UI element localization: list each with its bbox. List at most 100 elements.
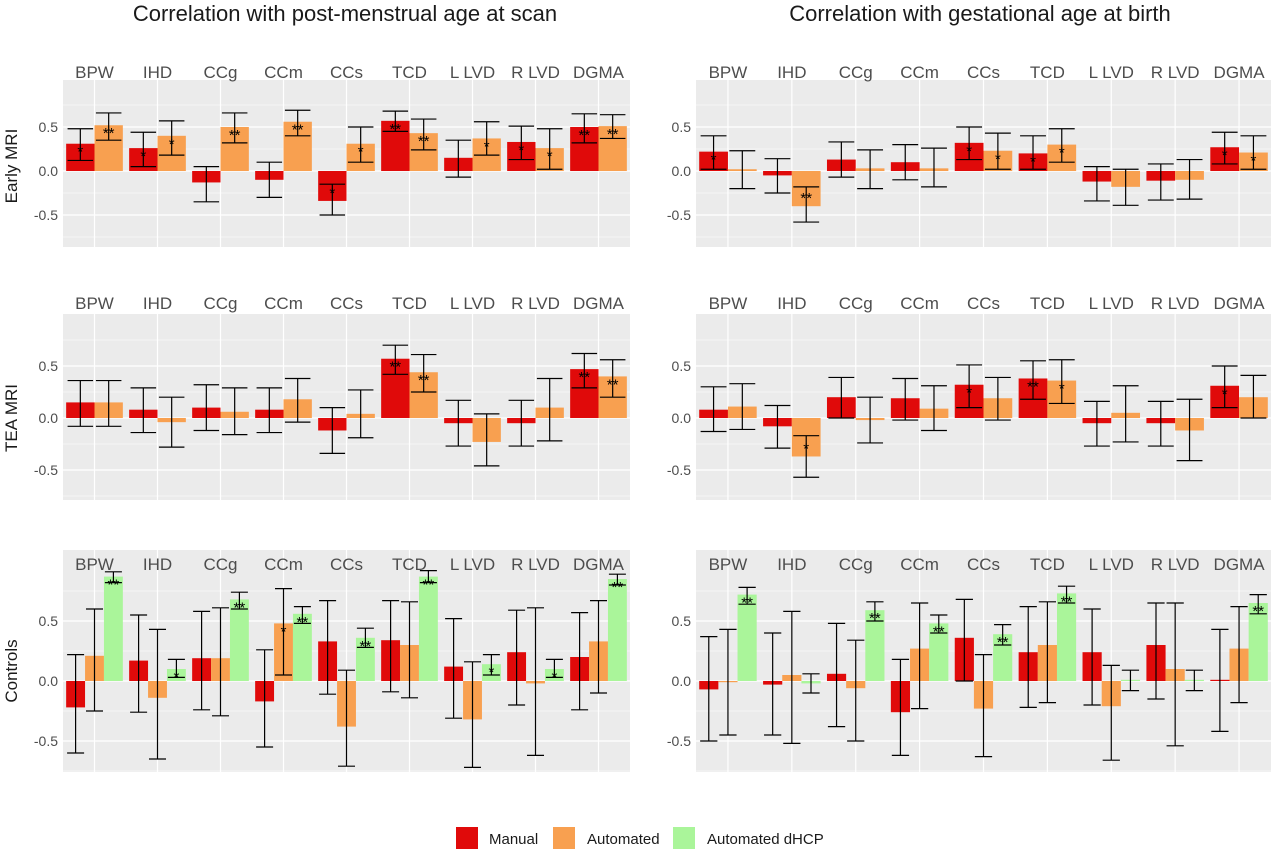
bar-automated-dhcp-bpw [103,576,123,681]
category-label-dgma: DGMA [1214,294,1266,313]
category-label-tcd: TCD [1030,294,1065,313]
row-label-early-mri: Early MRI [2,129,21,204]
significance-label: * [1222,147,1228,164]
category-label-ccm: CCm [900,555,939,574]
bar-automated-dhcp-tcd [1056,593,1077,681]
significance-label: ** [108,577,120,594]
category-label-tcd: TCD [392,63,427,82]
category-label-dgma: DGMA [573,555,625,574]
bar-automated-dhcp-bpw [737,594,757,681]
y-tick-label: -0.5 [667,733,691,749]
significance-label: * [518,142,524,159]
category-label-ccs: CCs [330,63,363,82]
category-label-tcd: TCD [392,294,427,313]
significance-label: * [1222,386,1228,403]
category-label-ccs: CCs [330,555,363,574]
category-label-ccm: CCm [900,294,939,313]
category-label-l-lvd: L LVD [450,555,495,574]
y-tick-label: 0.5 [39,358,59,374]
category-label-r-lvd: R LVD [1151,294,1200,313]
y-tick-label: 0.0 [39,410,59,426]
category-label-ccs: CCs [967,63,1000,82]
category-label-ccs: CCs [967,294,1000,313]
y-tick-label: 0.5 [39,613,59,629]
legend-key-automated [553,827,575,849]
category-label-bpw: BPW [709,63,748,82]
category-label-l-lvd: L LVD [1089,555,1134,574]
significance-label: ** [360,638,372,655]
significance-label: * [140,148,146,165]
category-label-r-lvd: R LVD [1151,63,1200,82]
category-label-ccg: CCg [203,555,237,574]
category-label-dgma: DGMA [1214,555,1266,574]
significance-label: * [547,148,553,165]
panels: -0.50.00.5* ************ ***** ****BPW IHD CC… [34,63,1271,772]
significance-label: * [329,185,335,202]
category-label-l-lvd: L LVD [1089,63,1134,82]
significance-label: ** [389,121,401,138]
significance-label: ** [389,359,401,376]
significance-label: * [169,136,175,153]
legend: Manual Automated Automated dHCP [456,827,824,849]
legend-label-manual: Manual [489,831,538,848]
significance-label: ** [418,372,430,389]
category-label-tcd: TCD [392,555,427,574]
category-label-ccg: CCg [839,63,873,82]
category-label-ccg: CCg [203,63,237,82]
significance-label: ** [418,133,430,150]
significance-label: * [488,664,494,681]
category-label-dgma: DGMA [1214,63,1266,82]
category-label-ihd: IHD [143,555,172,574]
significance-label: ** [423,577,435,594]
significance-label: * [995,151,1001,168]
category-label-r-lvd: R LVD [511,294,560,313]
significance-label: * [1059,145,1065,162]
category-label-ihd: IHD [777,555,806,574]
significance-label: ** [297,614,309,631]
category-label-ihd: IHD [143,63,172,82]
category-label-ccs: CCs [330,294,363,313]
category-label-r-lvd: R LVD [1151,555,1200,574]
significance-label: * [551,669,557,686]
legend-key-automated-dhcp [673,827,695,849]
row-label-controls: Controls [2,639,21,702]
significance-label: ** [1027,378,1039,395]
y-tick-label: 0.0 [672,163,692,179]
significance-label: ** [1061,593,1073,610]
category-label-ccm: CCm [264,555,303,574]
category-label-bpw: BPW [709,294,748,313]
category-label-ihd: IHD [143,294,172,313]
significance-label: * [173,669,179,686]
significance-label: ** [1252,603,1264,620]
category-label-ccm: CCm [264,294,303,313]
column-title-right: Correlation with gestational age at birt… [789,1,1171,26]
column-title-left: Correlation with post-menstrual age at s… [133,1,557,26]
significance-label: ** [869,610,881,627]
category-label-l-lvd: L LVD [450,294,495,313]
category-label-l-lvd: L LVD [1089,294,1134,313]
significance-label: ** [800,190,812,207]
panel-controls-pma: -0.50.00.5************* ***BPW IHD CCg CCm CC… [34,550,630,772]
significance-label: * [77,144,83,161]
bar-automated-dhcp-ccs [355,637,375,681]
category-label-ccg: CCg [203,294,237,313]
significance-label: * [281,623,287,640]
y-tick-label: 0.5 [672,119,692,135]
y-tick-label: 0.0 [672,673,692,689]
category-label-ihd: IHD [777,294,806,313]
panel-tea-mri-pma: -0.5 0.0 0.5 ** ** ** ** BPW IHD CCg CCm CCs TCD L LV… [34,294,630,500]
panel-controls-ga: -0.5 0.0 0.5 ** ** ** ** ** ** BPW IHD CCg CCm CCs TCD… [667,550,1271,772]
category-label-bpw: BPW [75,63,114,82]
category-label-ccs: CCs [967,555,1000,574]
significance-label: * [711,152,717,169]
y-tick-label: -0.5 [667,207,691,223]
legend-label-automated-dhcp: Automated dHCP [707,831,824,848]
significance-label: ** [612,579,624,596]
significance-label: ** [741,595,753,612]
category-label-ccm: CCm [900,63,939,82]
category-label-tcd: TCD [1030,555,1065,574]
panel-early-mri-ga: -0.50.00.5*** **** * *BPW IHD CCg CCm CCs TCD L L… [667,63,1271,247]
bar-automated-dhcp-dgma [607,579,627,681]
bar-automated-dhcp-ccs [993,634,1013,681]
